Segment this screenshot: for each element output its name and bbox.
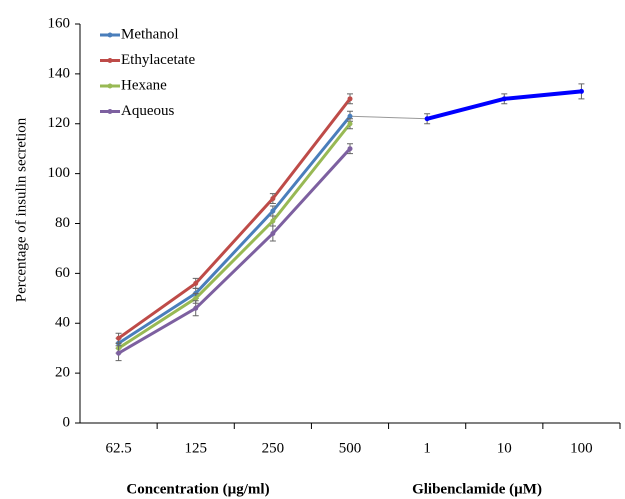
legend-marker <box>107 109 113 114</box>
point <box>270 230 276 236</box>
x-tick-label: 62.5 <box>105 440 131 456</box>
legend-marker <box>107 32 113 38</box>
y-tick-label: 40 <box>55 315 70 331</box>
y-tick-label: 120 <box>48 115 71 131</box>
y-tick-label: 100 <box>48 165 71 181</box>
legend-marker <box>107 83 113 89</box>
legend-label: Methanol <box>121 26 179 42</box>
point <box>270 208 276 214</box>
point <box>116 335 122 341</box>
x-tick-label: 1 <box>423 440 431 456</box>
y-tick-label: 0 <box>63 414 71 430</box>
series-line <box>117 115 352 345</box>
x-axis-label: Concentration (µg/ml) <box>126 481 269 497</box>
x-tick-label: 250 <box>262 440 285 456</box>
connector <box>349 115 428 120</box>
point <box>347 146 353 152</box>
y-axis-label: Percentage of insulin secretion <box>13 117 29 302</box>
x-tick-label: 100 <box>570 440 593 456</box>
series-line <box>117 122 352 350</box>
point <box>347 121 353 127</box>
point <box>193 295 199 301</box>
legend-label: Ethylacetate <box>121 52 195 68</box>
x-tick-label: 10 <box>497 440 512 456</box>
x-tick-label: 125 <box>184 440 207 456</box>
y-tick-label: 140 <box>48 65 71 81</box>
series-line <box>117 97 352 340</box>
legend-label: Hexane <box>121 77 167 93</box>
x-axis-label: Glibenclamide (µM) <box>412 481 542 497</box>
legend-label: Aqueous <box>121 103 174 119</box>
y-tick-label: 80 <box>55 215 70 231</box>
point <box>347 96 353 102</box>
point <box>578 88 584 94</box>
point <box>501 96 507 102</box>
y-tick-label: 20 <box>55 365 70 381</box>
point <box>116 350 122 356</box>
legend-marker <box>107 58 113 63</box>
y-tick-label: 60 <box>55 265 70 281</box>
point <box>270 218 276 224</box>
point <box>347 113 353 119</box>
point <box>270 196 276 202</box>
point <box>193 305 199 311</box>
series-line <box>117 147 352 355</box>
point <box>193 280 199 286</box>
point <box>424 116 430 122</box>
y-tick-label: 160 <box>48 15 71 31</box>
x-tick-label: 500 <box>339 440 362 456</box>
